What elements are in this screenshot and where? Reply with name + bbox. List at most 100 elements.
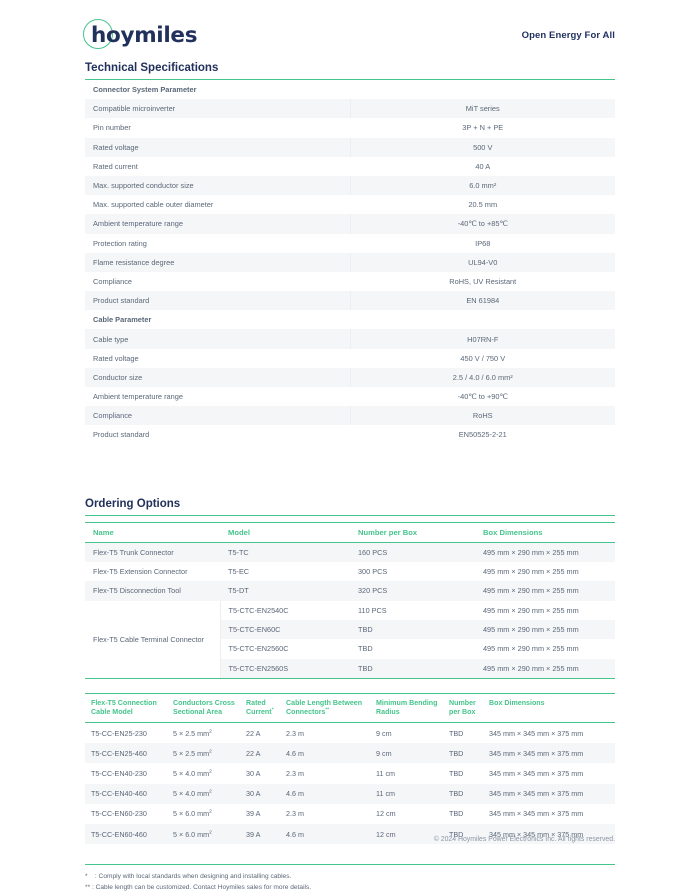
table-bottom-border [85, 844, 615, 866]
area-value: 5 × 2.5 mm [173, 728, 210, 738]
table-row: T5-CC-EN60-460 5 × 6.0 mm2 39 A 4.6 m 12… [85, 823, 615, 845]
table-end-rule [85, 445, 615, 464]
spec-value: -40℃ to +85℃ [350, 214, 615, 234]
page-title: Technical Specifications [85, 62, 615, 80]
table-row: T5-CTC-EN60C TBD 495 mm × 290 mm × 255 m… [85, 619, 615, 640]
column-header-box-dimensions: Box Dimensions [483, 692, 615, 723]
table-header-row: Flex-T5 Connection Cable Model Conductor… [85, 692, 615, 723]
cell-rated-current: 39 A [246, 809, 261, 819]
footnote-marker-single: * [271, 707, 274, 713]
spec-label: Rated current [85, 156, 351, 176]
spec-value: EN 61984 [350, 291, 615, 311]
spec-value: -40℃ to +90℃ [457, 392, 508, 402]
spec-label: Cable type [85, 329, 351, 349]
column-header-bending-radius: Minimum Bending Radius [370, 692, 443, 723]
table-row: T5-CC-EN40-460 5 × 4.0 mm2 30 A 4.6 m 11… [85, 783, 615, 804]
connector-ordering-table: Name Model Number per Box Box Dimensions… [85, 521, 615, 679]
column-header-name: Name [85, 521, 220, 543]
cell-number-per-box: TBD [443, 783, 483, 804]
table-row: T5-CTC-EN2560S TBD 495 mm × 290 mm × 255… [85, 658, 615, 678]
footnote-single-asterisk: * : Comply with local standards when des… [85, 873, 292, 881]
cell-model: T5-CTC-EN2560S [220, 658, 350, 678]
spec-label: Compliance [85, 406, 351, 426]
cell-area: 5 × 4.0 mm2 [167, 783, 240, 804]
column-header-number-per-box: Number per Box [443, 692, 483, 723]
specifications-table-body: Connector System Parameter Compatible mi… [85, 80, 615, 464]
area-superscript: 2 [209, 830, 212, 836]
spec-value: IP68 [475, 238, 491, 248]
cell-merged-group-name: Flex-T5 Cable Terminal Connector [85, 600, 221, 678]
cell-area: 5 × 4.0 mm2 [167, 763, 240, 783]
logo-text: hoymiles [91, 22, 198, 48]
cell-rated-current: 22 A [240, 743, 280, 764]
connector-table-head: Name Model Number per Box Box Dimensions [85, 521, 615, 543]
table-row: Ambient temperature range -40℃ to +90℃ [85, 387, 615, 407]
table-row: Product standard EN 61984 [85, 291, 615, 311]
column-header-box-dimensions: Box Dimensions [475, 521, 615, 543]
cell-area: 5 × 6.0 mm2 [167, 804, 240, 824]
spec-value: MiT series [350, 99, 615, 119]
footnote-double-asterisk: ** : Cable length can be customized. Con… [85, 884, 312, 892]
cell-box-dimensions: 495 mm × 290 mm × 255 mm [483, 644, 579, 654]
area-value: 5 × 2.5 mm [173, 748, 210, 758]
area-value: 5 × 4.0 mm [173, 768, 210, 778]
cell-bending-radius: 11 cm [370, 783, 443, 804]
cell-number-per-box: TBD [449, 768, 464, 778]
spec-label: Protection rating [85, 233, 351, 253]
table-row: Flex-T5 Cable Terminal Connector T5-CTC-… [85, 600, 615, 678]
page-footer: © 2024 Hoymiles Power Electronics Inc. A… [85, 836, 615, 843]
cell-cable-length: 2.3 m [286, 728, 304, 738]
cell-number-per-box: 320 PCS [350, 581, 475, 601]
cell-number-per-box: TBD [443, 823, 483, 845]
spec-label: Compatible microinverter [85, 99, 351, 119]
cell-cable-length: 2.3 m [286, 809, 304, 819]
hoymiles-logo: hoymiles [83, 18, 198, 52]
cell-name: Flex-T5 Disconnection Tool [85, 581, 220, 601]
spec-value: RoHS, UV Resistant [449, 276, 517, 286]
spec-label: Ambient temperature range [85, 214, 351, 234]
footnotes: * : Comply with local standards when des… [85, 872, 615, 894]
cell-model: T5-EC [228, 567, 250, 577]
hoymiles-circle-arc-icon [83, 19, 113, 49]
spec-label: Rated voltage [85, 137, 351, 157]
table-row: Flex-T5 Disconnection Tool T5-DT 320 PCS… [85, 581, 615, 601]
cell-rated-current: 30 A [240, 783, 280, 804]
cell-cable-model: T5-CC-EN25-460 [85, 743, 167, 764]
cell-name: Flex-T5 Extension Connector [93, 567, 188, 577]
cell-box-dimensions: 495 mm × 290 mm × 255 mm [475, 581, 615, 601]
ordering-options-title: Ordering Options [85, 498, 615, 516]
column-header-cross-sectional-area: Conductors Cross Sectional Area [167, 692, 240, 723]
table-row: Protection rating IP68 [85, 233, 615, 253]
table-row: Compliance RoHS, UV Resistant [85, 271, 615, 292]
column-header-cable-model: Flex-T5 Connection Cable Model [85, 692, 167, 723]
cell-number-per-box: TBD [449, 809, 464, 819]
cell-model: T5-CTC-EN60C [220, 619, 350, 640]
spec-label: Compliance [85, 271, 351, 292]
ordering-options-section: Ordering Options [85, 498, 615, 516]
cell-box-dimensions: 345 mm × 345 mm × 375 mm [489, 728, 584, 738]
table-header-row: Name Model Number per Box Box Dimensions [85, 521, 615, 543]
cell-box-dimensions: 495 mm × 290 mm × 255 mm [483, 605, 579, 615]
cell-model: T5-CTC-EN2540C [228, 605, 289, 615]
table-end-rule [85, 844, 615, 866]
table-row: Max. supported cable outer diameter 20.5… [85, 195, 615, 215]
cell-bending-radius: 9 cm [370, 743, 443, 764]
cell-box-dimensions: 345 mm × 345 mm × 375 mm [489, 809, 584, 819]
table-row: Flex-T5 Extension Connector T5-EC 300 PC… [85, 562, 615, 581]
spec-label: Product standard [85, 291, 351, 311]
group-header-row: Cable Parameter [85, 310, 615, 329]
cell-cable-length: 4.6 m [280, 743, 370, 764]
area-superscript: 2 [209, 729, 212, 735]
table-row: Flex-T5 Trunk Connector T5-TC 160 PCS 49… [85, 542, 615, 563]
table-row: Max. supported conductor size 6.0 mm² [85, 175, 615, 196]
cell-cable-model: T5-CC-EN40-460 [85, 783, 167, 804]
cell-model: T5-DT [220, 581, 350, 601]
table-row: T5-CC-EN40-230 5 × 4.0 mm2 30 A 2.3 m 11… [85, 763, 615, 783]
column-header-model: Model [220, 521, 350, 543]
cell-rated-current: 30 A [246, 768, 261, 778]
cell-box-dimensions: 495 mm × 290 mm × 255 mm [475, 542, 615, 563]
spec-value: RoHS [350, 406, 615, 426]
spec-value: 20.5 mm [468, 200, 498, 210]
column-header-cable-length: Cable Length Between Connectors** [280, 692, 370, 723]
spec-value: 500 V [350, 137, 615, 157]
